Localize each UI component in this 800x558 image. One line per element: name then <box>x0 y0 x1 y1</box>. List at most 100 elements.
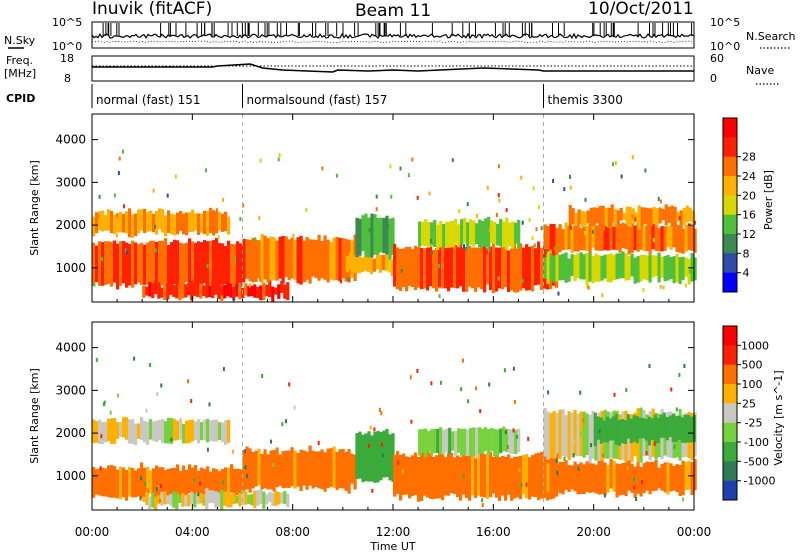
heatmap-cell <box>600 255 604 281</box>
heatmap-cell <box>122 213 126 233</box>
heatmap-cell <box>179 211 183 231</box>
heatmap-cell <box>592 207 596 226</box>
heatmap-cell <box>618 253 622 279</box>
heatmap-speckle <box>154 224 157 229</box>
heatmap-cell <box>113 418 117 444</box>
heatmap-cell <box>209 207 213 234</box>
heatmap-cell <box>220 285 224 301</box>
heatmap-speckle <box>631 155 634 160</box>
heatmap-cell <box>253 490 257 508</box>
heatmap-cell <box>140 209 144 231</box>
heatmap-speckle <box>146 488 149 493</box>
heatmap-cell <box>131 214 135 238</box>
heatmap-cell <box>396 450 400 494</box>
heatmap-speckle <box>479 409 482 414</box>
heatmap-cell <box>274 490 278 506</box>
power-y-label: Slant Range [km] <box>28 160 41 256</box>
heatmap-cell <box>528 246 532 291</box>
heatmap-cell <box>347 449 351 494</box>
noise-left-label: N.Sky <box>4 34 36 47</box>
heatmap-cell <box>610 204 614 223</box>
heatmap-cell <box>679 210 683 229</box>
heatmap-speckle <box>152 504 155 509</box>
noise-left-tick-bottom: 10^0 <box>52 40 82 53</box>
heatmap-cell <box>682 208 686 226</box>
heatmap-cell <box>221 213 225 232</box>
heatmap-cell <box>516 456 520 498</box>
colorbar-tick-label: -100 <box>744 436 769 449</box>
heatmap-cell <box>573 254 577 282</box>
heatmap-cell <box>399 454 403 501</box>
heatmap-speckle <box>304 457 307 461</box>
heatmap-cell <box>200 213 204 233</box>
heatmap-cell <box>517 428 521 453</box>
heatmap-cell <box>235 495 239 504</box>
heatmap-cell <box>570 465 574 490</box>
heatmap-cell <box>489 246 493 291</box>
heatmap-speckle <box>540 226 543 231</box>
heatmap-cell <box>623 420 627 444</box>
y-tick-label: 1000 <box>55 261 86 275</box>
heatmap-cell <box>388 434 392 481</box>
heatmap-cell <box>107 465 111 498</box>
heatmap-cell <box>546 226 550 249</box>
heatmap-cell <box>355 217 359 258</box>
heatmap-cell <box>164 238 168 284</box>
heatmap-cell <box>390 259 394 276</box>
colorbar-tick-label: 25 <box>742 397 756 410</box>
heatmap-cell <box>197 241 201 286</box>
heatmap-cell <box>98 241 102 286</box>
heatmap-cell <box>137 243 141 283</box>
heatmap-cell <box>474 457 478 499</box>
heatmap-cell <box>224 467 228 495</box>
heatmap-cell <box>188 420 192 443</box>
heatmap-cell <box>256 286 260 298</box>
heatmap-cell <box>181 285 185 299</box>
heatmap-speckle <box>378 407 381 412</box>
heatmap-cell <box>169 285 173 295</box>
heatmap-cell <box>247 285 251 297</box>
heatmap-cell <box>364 433 368 482</box>
heatmap-cell <box>119 421 123 437</box>
heatmap-cell <box>683 414 687 443</box>
heatmap-speckle <box>569 174 571 179</box>
heatmap-cell <box>146 422 150 445</box>
x-tick-label: 12:00 <box>376 525 411 539</box>
heatmap-cell <box>190 280 194 301</box>
heatmap-cell <box>405 246 409 292</box>
colorbar-tick-label: 1000 <box>741 339 769 352</box>
heatmap-cell <box>364 213 368 257</box>
colorbar-swatch <box>723 403 737 424</box>
heatmap-speckle <box>521 220 524 225</box>
heatmap-cell <box>642 225 646 251</box>
heatmap-cell <box>149 210 153 232</box>
heatmap-cell <box>606 227 610 251</box>
heatmap-speckle <box>537 205 540 210</box>
heatmap-cell <box>493 221 497 245</box>
heatmap-speckle <box>117 171 120 176</box>
heatmap-speckle <box>246 474 249 479</box>
heatmap-cell <box>439 427 443 455</box>
heatmap-cell <box>609 459 613 489</box>
heatmap-cell <box>472 220 476 247</box>
heatmap-cell <box>242 449 246 491</box>
heatmap-cell <box>448 221 452 248</box>
heatmap-cell <box>681 228 685 254</box>
heatmap-cell <box>546 251 550 285</box>
heatmap-cell <box>502 221 506 248</box>
heatmap-cell <box>311 450 315 489</box>
heatmap-cell <box>299 235 303 285</box>
heatmap-cell <box>155 210 159 235</box>
heatmap-speckle <box>481 503 484 507</box>
heatmap-cell <box>265 284 269 297</box>
heatmap-cell <box>205 283 209 298</box>
heatmap-cell <box>185 420 189 444</box>
heatmap-cell <box>457 224 461 248</box>
heatmap-cell <box>148 496 152 509</box>
heatmap-cell <box>128 467 132 497</box>
heatmap-cell <box>116 213 120 233</box>
heatmap-speckle <box>662 285 665 290</box>
heatmap-cell <box>669 257 673 280</box>
heatmap-cell <box>576 413 580 457</box>
heatmap-cell <box>691 210 695 224</box>
